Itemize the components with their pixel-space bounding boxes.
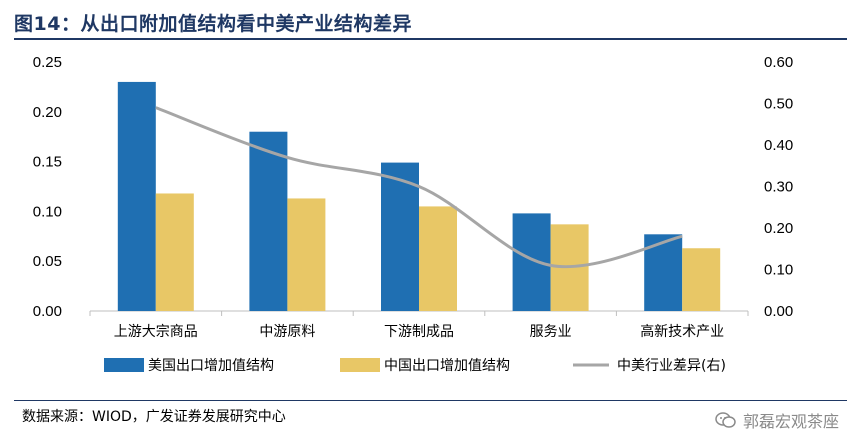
y-left-tick-label: 0.05 (33, 253, 62, 270)
bar-cn (419, 206, 457, 311)
category-label: 高新技术产业 (640, 323, 724, 340)
source-divider (14, 400, 847, 401)
legend-label: 中国出口增加值结构 (384, 358, 510, 374)
y-left-tick-label: 0.00 (33, 303, 62, 320)
category-label: 服务业 (530, 324, 572, 340)
y-right-tick-label: 0.30 (764, 179, 793, 196)
plot-area: 0.00 0.05 0.10 0.15 0.20 0.25 0.00 0.10 0.20 0.30… (33, 54, 793, 374)
bar-cn (287, 198, 326, 311)
bar-cn (682, 248, 721, 311)
watermark: 郭磊宏观茶座 (715, 408, 839, 432)
series-line-diff (155, 106, 683, 269)
bar-us (381, 162, 419, 311)
title-divider (14, 38, 847, 40)
y-right-tick-label: 0.40 (764, 137, 793, 154)
y-right-tick-label: 0.10 (764, 262, 793, 279)
y-left-tick-label: 0.10 (33, 203, 62, 220)
y-right-tick-label: 0.00 (764, 303, 793, 320)
y-left-tick-label: 0.25 (33, 54, 62, 71)
bar-cn (155, 193, 194, 311)
category-label: 上游大宗商品 (114, 324, 198, 340)
legend-swatch (104, 358, 144, 372)
source-note: 数据来源：WIOD，广发证券发展研究中心 (22, 409, 286, 425)
wechat-icon (715, 412, 736, 428)
y-left-tick-label: 0.15 (33, 154, 62, 171)
watermark-text: 郭磊宏观茶座 (742, 412, 839, 431)
y-right-tick-label: 0.50 (764, 96, 793, 113)
figure-title-row: 图14：从出口附加值结构看中美产业结构差异 (14, 4, 847, 40)
category-label: 下游制成品 (384, 324, 454, 340)
y-right-tick-label: 0.60 (764, 54, 793, 71)
bar-us (512, 213, 551, 311)
y-right-tick-label: 0.20 (764, 220, 793, 237)
legend-swatch (340, 358, 380, 372)
figure-title: 图14：从出口附加值结构看中美产业结构差异 (14, 12, 412, 35)
category-label: 中游原料 (259, 324, 315, 340)
y-left-tick-label: 0.20 (33, 104, 62, 121)
bar-us (117, 81, 156, 311)
bar-us (249, 131, 288, 311)
legend-label: 美国出口增加值结构 (148, 358, 274, 374)
legend-label: 中美行业差异(右) (617, 358, 726, 374)
